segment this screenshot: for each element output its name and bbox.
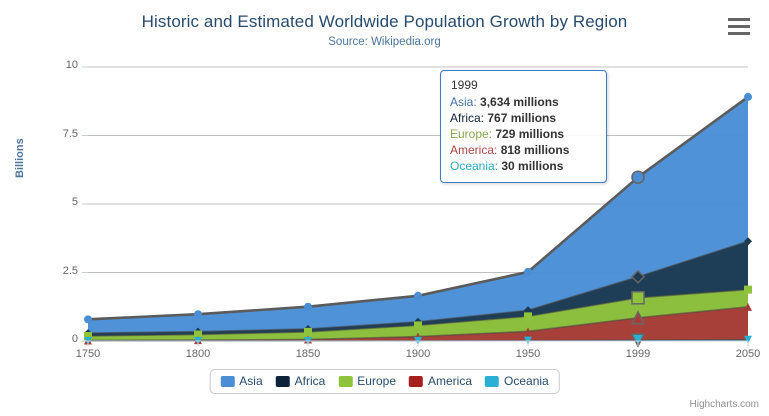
marker-america[interactable] — [630, 310, 646, 325]
marker-oceania[interactable] — [744, 335, 752, 344]
legend-item-asia[interactable]: Asia — [220, 374, 263, 388]
marker-europe[interactable] — [414, 321, 422, 330]
tooltip-rows: Asia: 3,634 millions Africa: 767 millions… — [450, 94, 597, 174]
tooltip-row: Asia: 3,634 millions — [450, 94, 597, 110]
y-axis-label: 5 — [71, 196, 78, 208]
hamburger-icon[interactable] — [728, 18, 752, 40]
x-axis-label: 1900 — [405, 348, 431, 360]
legend: Asia Africa Europe America Oceania — [209, 369, 560, 394]
tooltip-series-name: America: — [450, 143, 501, 157]
legend-label: Oceania — [504, 374, 549, 388]
tooltip-series-name: Africa: — [450, 111, 488, 125]
x-axis-label: 1750 — [75, 348, 101, 360]
marker-europe[interactable] — [631, 291, 645, 305]
legend-label: Africa — [294, 374, 326, 388]
tooltip-series-value: 767 millions — [487, 111, 557, 125]
marker-america[interactable] — [524, 327, 532, 336]
marker-europe[interactable] — [304, 327, 312, 336]
tooltip-series-value: 729 millions — [495, 127, 565, 141]
marker-america[interactable] — [744, 302, 752, 311]
marker-asia[interactable] — [304, 302, 312, 311]
legend-swatch — [338, 375, 353, 387]
marker-asia[interactable] — [84, 315, 92, 324]
area-asia[interactable] — [88, 96, 748, 341]
marker-europe[interactable] — [84, 331, 92, 340]
x-axis-label: 1850 — [295, 348, 321, 360]
marker-oceania[interactable] — [630, 333, 646, 348]
legend-item-europe[interactable]: Europe — [338, 374, 396, 388]
legend-item-oceania[interactable]: Oceania — [485, 374, 549, 388]
series-markers — [84, 92, 752, 348]
marker-africa[interactable] — [744, 237, 752, 246]
marker-asia[interactable] — [524, 267, 532, 276]
chart-title: Historic and Estimated Worldwide Populat… — [141, 12, 628, 31]
hamburger-bar — [728, 32, 750, 35]
tooltip-series-value: 818 millions — [500, 143, 570, 157]
x-axis-label: 1950 — [515, 348, 541, 360]
tooltip-row: Africa: 767 millions — [450, 110, 597, 126]
y-axis-label: 0 — [71, 333, 78, 345]
series-areas — [87, 95, 749, 342]
legend-label: Europe — [357, 374, 397, 388]
marker-asia[interactable] — [744, 92, 752, 101]
tooltip-series-value: 3,634 millions — [480, 95, 559, 109]
credits-link[interactable]: Highcharts.com — [689, 399, 759, 410]
x-axis-label: 1800 — [185, 348, 211, 360]
x-axis-label: 1999 — [625, 348, 651, 360]
y-axis-label: 10 — [65, 59, 78, 71]
legend-swatch — [409, 375, 424, 387]
tooltip-row: Europe: 729 millions — [450, 126, 597, 142]
legend-label: Asia — [239, 374, 263, 388]
y-axis-label: 7.5 — [62, 127, 78, 140]
tooltip-series-name: Asia: — [450, 95, 481, 109]
tooltip-series-name: Europe: — [450, 127, 496, 141]
marker-asia[interactable] — [414, 291, 422, 300]
x-axis-label: 2050 — [735, 348, 761, 360]
legend-label: America — [428, 374, 473, 388]
tooltip-row: Oceania: 30 millions — [450, 158, 597, 174]
tooltip-header: 1999 — [451, 78, 478, 92]
tooltip-series-name: Oceania: — [450, 159, 502, 173]
marker-asia[interactable] — [194, 310, 202, 319]
tooltip: 1999 Asia: 3,634 millions Africa: 767 mil… — [440, 70, 607, 183]
area-america[interactable] — [88, 306, 748, 341]
marker-asia[interactable] — [631, 170, 645, 184]
marker-europe[interactable] — [744, 285, 752, 294]
marker-africa[interactable] — [630, 269, 646, 284]
tooltip-row: America: 818 millions — [450, 142, 597, 158]
chart-subtitle: Source: Wikipedia.org — [328, 36, 441, 48]
marker-africa[interactable] — [524, 306, 532, 315]
axis-tick-marks — [82, 66, 749, 346]
marker-europe[interactable] — [524, 312, 532, 321]
legend-swatch — [275, 375, 290, 387]
marker-europe[interactable] — [194, 330, 202, 339]
tooltip-series-value: 30 millions — [501, 159, 564, 173]
legend-item-america[interactable]: America — [409, 374, 472, 388]
hamburger-bar — [728, 18, 750, 21]
hamburger-bar — [728, 25, 750, 28]
legend-swatch — [485, 375, 500, 387]
y-axis-label: 2.5 — [62, 264, 78, 277]
legend-item-africa[interactable]: Africa — [275, 374, 326, 388]
legend-swatch — [220, 375, 235, 387]
